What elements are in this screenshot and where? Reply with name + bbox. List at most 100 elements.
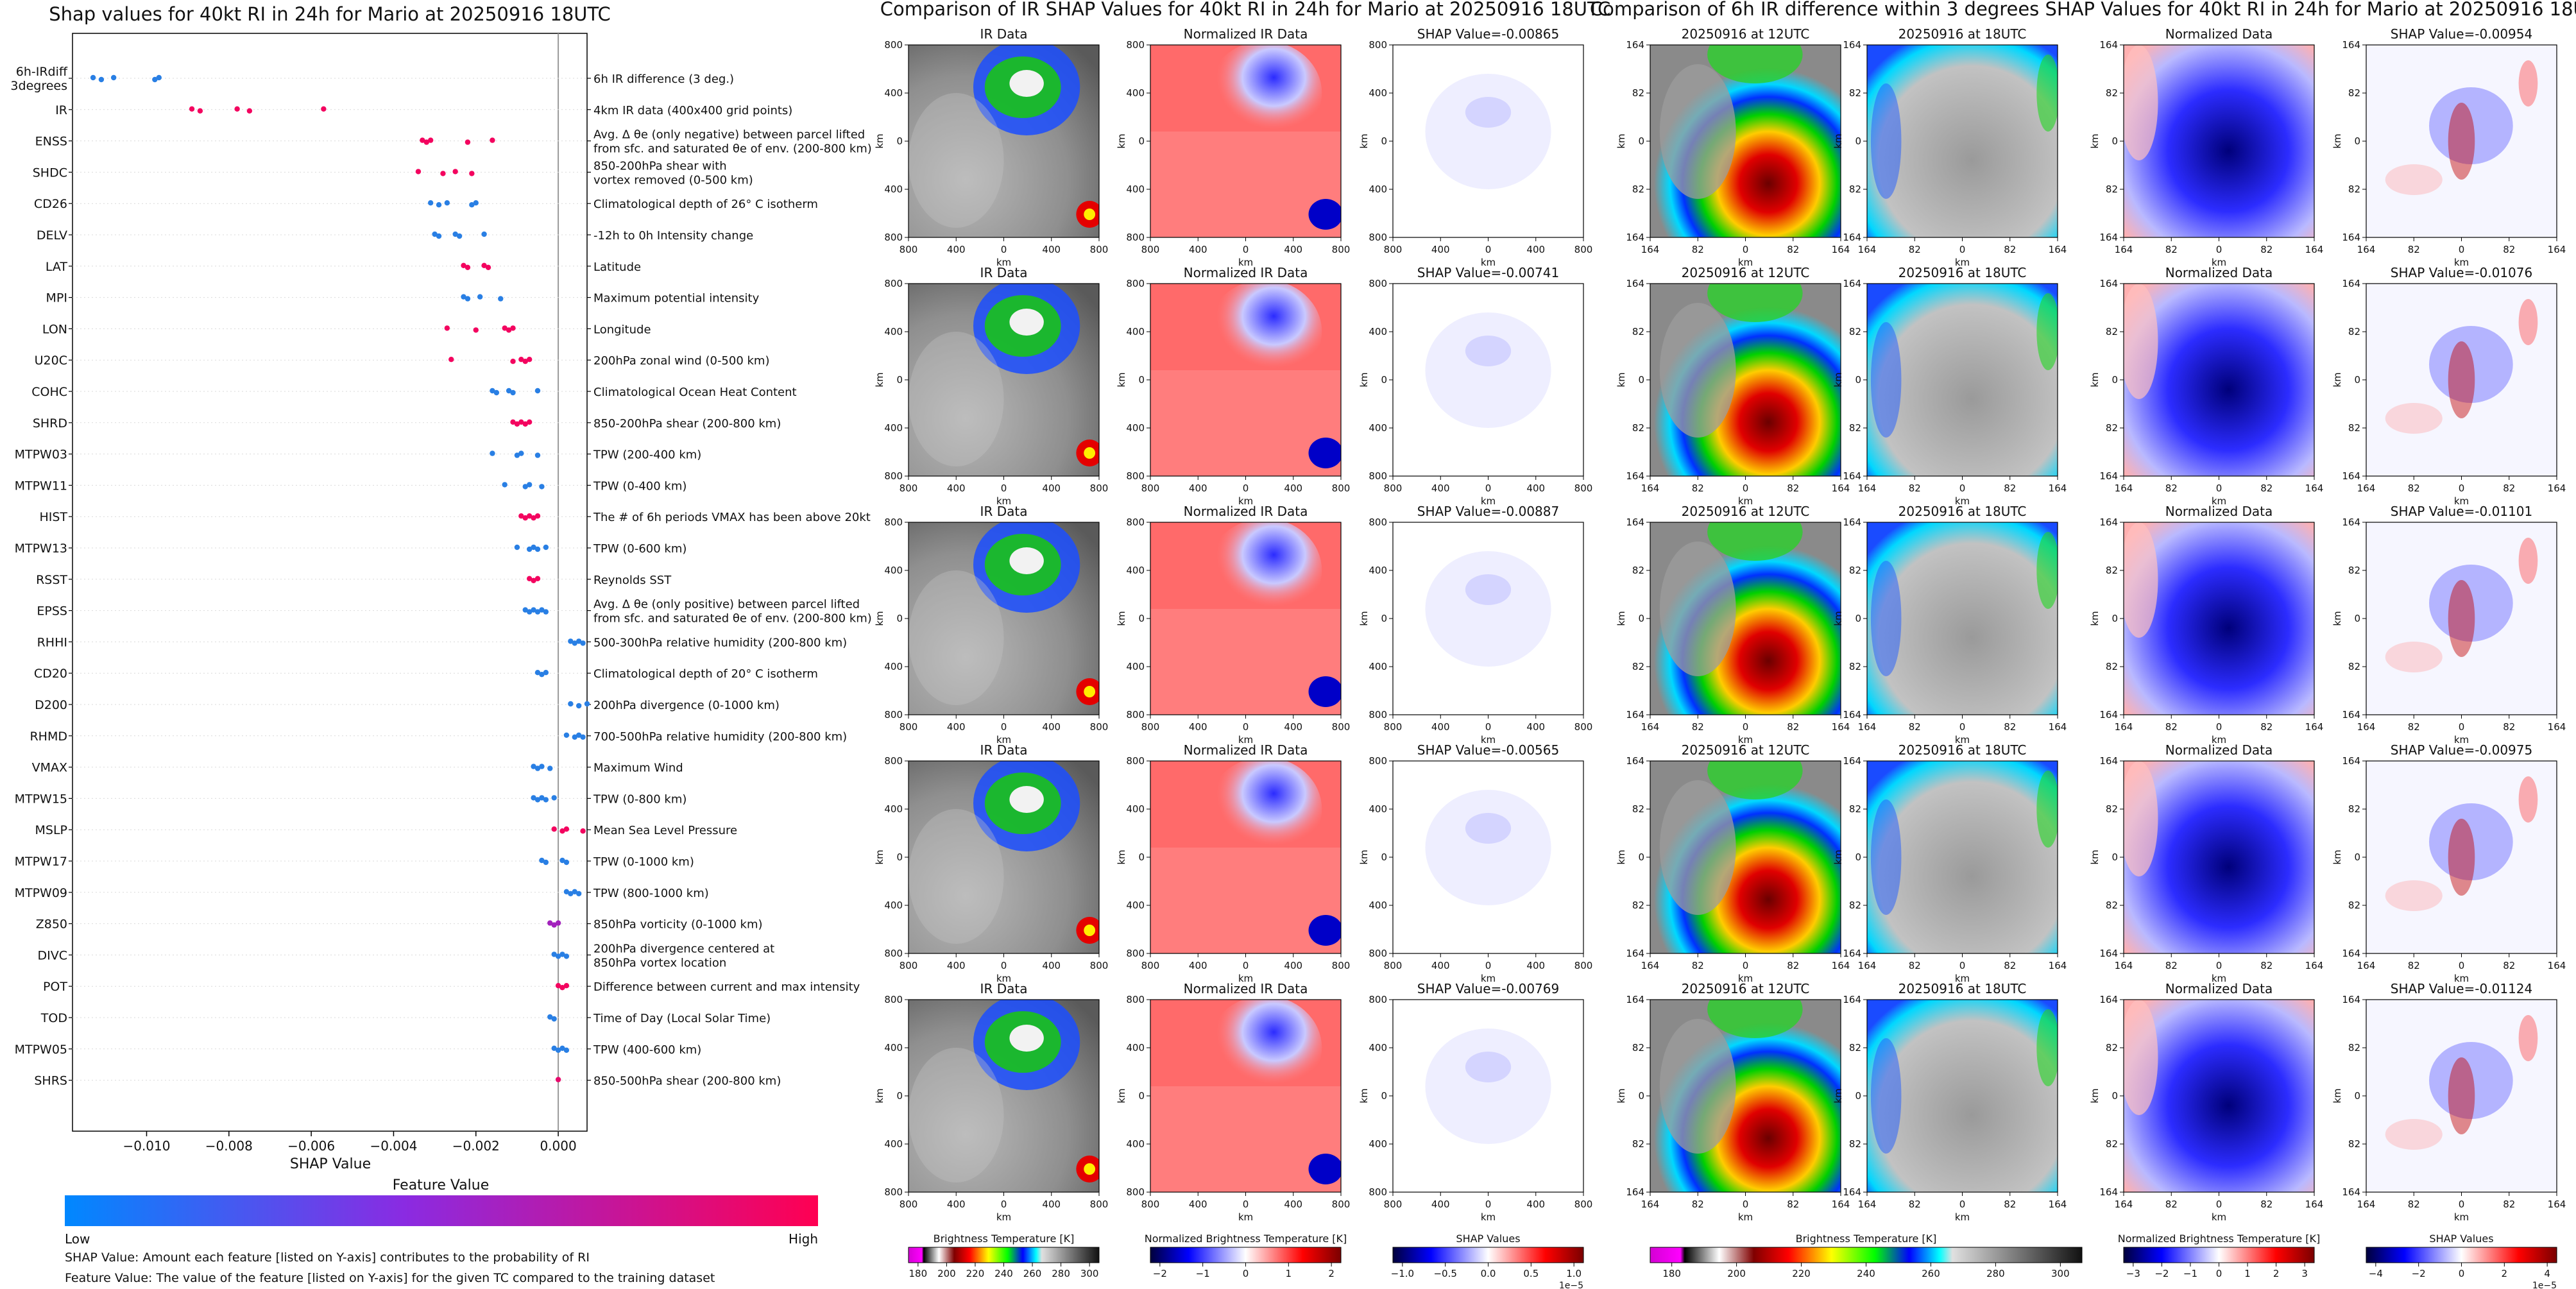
x-tick-label: −0.006 — [287, 1138, 335, 1154]
shap-point — [580, 734, 586, 740]
y-tick-label: 400 — [1369, 326, 1387, 337]
panel-title: 20250916 at 12UTC — [1682, 26, 1810, 42]
ir-bt-colorbar — [908, 1247, 1100, 1263]
y-tick-label: 800 — [1126, 39, 1145, 51]
shap-point — [534, 670, 541, 676]
shap-point — [452, 231, 458, 237]
shap-point — [518, 450, 524, 456]
y-tick-label: 0 — [2354, 374, 2360, 386]
x-tick-label: 800 — [1384, 482, 1403, 494]
x-tick-label: 0 — [1959, 960, 1966, 971]
x-axis-label: SHAP Value — [290, 1156, 371, 1172]
x-tick-label: 0 — [2216, 721, 2222, 733]
shap-point — [531, 577, 536, 583]
x-tick-label: 164 — [2357, 1199, 2376, 1210]
shap-point — [580, 640, 586, 646]
y-tick-label: 164 — [2099, 1186, 2118, 1198]
feature-name: RHHI — [37, 635, 67, 649]
shap-point — [543, 859, 549, 866]
shap-point — [563, 953, 570, 959]
x-tick-label: 0 — [1001, 482, 1007, 494]
ir-figure-title: Comparison of IR SHAP Values for 40kt RI… — [880, 0, 1611, 20]
shap-point — [547, 920, 553, 926]
feature-name: TOD — [40, 1011, 67, 1025]
y-tick-label: 164 — [2099, 755, 2118, 767]
colorbar-tick-label: 280 — [1052, 1268, 1070, 1279]
y-tick-label: 800 — [1126, 516, 1145, 528]
summary-axes-frame — [72, 33, 588, 1132]
feature-name: COHC — [31, 385, 67, 399]
y-tick-label: 164 — [2099, 39, 2118, 51]
shap-point — [493, 389, 500, 396]
x-tick-label: 164 — [2357, 482, 2376, 494]
shap-point — [465, 264, 471, 270]
colorbar-tick-label: 1.0 — [1566, 1268, 1582, 1279]
panel-title: 20250916 at 12UTC — [1682, 504, 1810, 519]
feature-description: 6h IR difference (3 deg.) — [593, 73, 734, 86]
y-tick-label: 82 — [2106, 661, 2118, 672]
shap-point — [539, 672, 545, 678]
shap-point — [465, 139, 471, 145]
y-tick-label: 0 — [2111, 1090, 2118, 1102]
x-tick-label: 164 — [2305, 1199, 2324, 1210]
y-tick-label: 164 — [1626, 516, 1644, 528]
x-tick-label: 400 — [1284, 1199, 1302, 1210]
y-tick-label: 164 — [2342, 232, 2360, 243]
x-tick-label: 164 — [2548, 721, 2566, 733]
y-tick-label: 164 — [2099, 470, 2118, 482]
shap-point — [534, 546, 541, 552]
y-tick-label: 0 — [1138, 374, 1145, 386]
feature-description: Climatological Ocean Heat Content — [593, 386, 797, 399]
x-tick-label: 0 — [2459, 721, 2465, 733]
y-tick-label: 400 — [1369, 1042, 1387, 1054]
colorbar-tick-label: 0 — [1243, 1268, 1249, 1279]
x-tick-label: 400 — [1189, 721, 1207, 733]
panel-image — [1650, 284, 1841, 476]
shap-point — [555, 1077, 561, 1082]
y-tick-label: 164 — [2342, 755, 2360, 767]
y-tick-label: 164 — [2099, 994, 2118, 1005]
y-tick-label: 82 — [1849, 900, 1861, 911]
panel-title: SHAP Value=-0.01124 — [2391, 981, 2532, 996]
y-tick-label: 400 — [1126, 900, 1145, 911]
y-tick-label: 164 — [2099, 948, 2118, 959]
shap-point — [559, 1045, 565, 1052]
ir-norm-colorbar — [1150, 1247, 1342, 1263]
x-tick-label: 0 — [1743, 1199, 1749, 1210]
y-tick-label: 0 — [896, 374, 903, 386]
y-tick-label: 164 — [2342, 994, 2360, 1005]
y-axis-label: km — [1616, 372, 1627, 387]
x-tick-label: 82 — [2408, 960, 2420, 971]
shap-point — [559, 828, 565, 834]
x-tick-label: 164 — [2548, 960, 2566, 971]
y-tick-label: 82 — [2106, 1138, 2118, 1150]
x-tick-label: 82 — [2165, 1199, 2178, 1210]
feature-name: 3degrees — [10, 79, 67, 93]
x-tick-label: 82 — [2004, 1199, 2016, 1210]
x-tick-label: 400 — [1431, 1199, 1450, 1210]
x-tick-label: 164 — [1858, 960, 1877, 971]
x-tick-label: 400 — [1189, 1199, 1207, 1210]
x-tick-label: 800 — [1384, 960, 1403, 971]
y-axis-label: km — [1832, 611, 1844, 626]
x-tick-label: 164 — [2115, 482, 2133, 494]
x-tick-label: 0 — [1243, 244, 1249, 255]
feature-description: Avg. Δ θe (only negative) between parcel… — [593, 128, 865, 142]
y-axis-label: km — [874, 372, 885, 387]
panel-image — [1150, 45, 1341, 237]
y-tick-label: 400 — [1369, 422, 1387, 434]
feature-description: 4km IR data (400x400 grid points) — [593, 104, 792, 117]
y-tick-label: 82 — [1849, 1138, 1861, 1150]
x-tick-label: −0.010 — [123, 1138, 170, 1154]
feature-name: POT — [43, 980, 67, 994]
y-tick-label: 164 — [1626, 470, 1644, 482]
y-tick-label: 82 — [2106, 326, 2118, 337]
colorbar-tick-label: 260 — [1922, 1268, 1940, 1279]
y-tick-label: 0 — [1381, 613, 1387, 624]
y-tick-label: 400 — [1126, 565, 1145, 576]
colorbar-tick-label: −1 — [1196, 1268, 1210, 1279]
feature-description: Maximum Wind — [593, 762, 683, 775]
ir-shap-figure: Comparison of IR SHAP Values for 40kt RI… — [874, 0, 1610, 1289]
shap-point — [534, 609, 541, 615]
colorbar-tick-label: 2 — [2273, 1268, 2280, 1279]
